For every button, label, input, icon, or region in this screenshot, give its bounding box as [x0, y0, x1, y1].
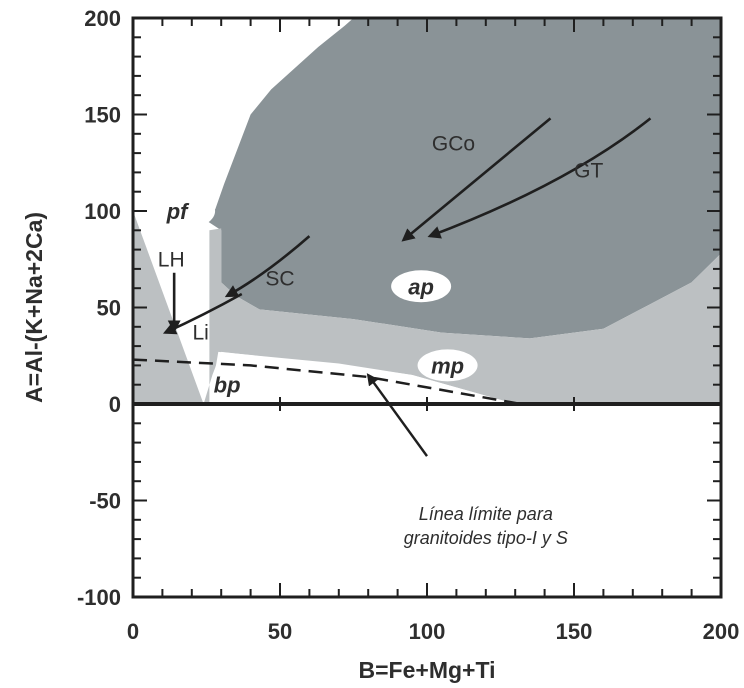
- region-mp-bubble: [417, 349, 478, 382]
- series-group: [162, 117, 652, 335]
- x-tick-labels: 0 50 100 150 200: [127, 619, 739, 644]
- y-tick-label: 150: [84, 103, 121, 128]
- series-label-gt: GT: [574, 159, 603, 182]
- series-label-gco: GCo: [432, 132, 475, 155]
- x-axis-title: B=Fe+Mg+Ti: [359, 657, 496, 683]
- annotation-line-1: Línea límite para: [419, 504, 553, 524]
- y-tick-label: 50: [97, 296, 121, 321]
- series-labels: GCo GT SC Li LH: [158, 132, 604, 344]
- x-tick-label: 150: [556, 619, 593, 644]
- region-labels: ap mp bp pf: [166, 199, 464, 398]
- x-tick-label: 0: [127, 619, 139, 644]
- regions: [133, 18, 722, 404]
- annotation-arrow: [366, 373, 428, 457]
- y-tick-label: 100: [84, 199, 121, 224]
- x-tick-label: 200: [703, 619, 740, 644]
- region-label-pf: pf: [166, 199, 190, 224]
- boundary-line: [132, 358, 522, 406]
- region-label-ap: ap: [408, 274, 434, 299]
- region-label-mp: mp: [431, 353, 464, 378]
- x-tick-label: 50: [268, 619, 292, 644]
- y-tick-label: -50: [89, 489, 121, 514]
- region-mp: [133, 211, 721, 404]
- annotation: Línea límite para granitoides tipo-I y S: [366, 373, 568, 548]
- series-label-li: Li: [192, 322, 208, 345]
- y-tick-label: -100: [77, 585, 121, 610]
- region-ap-bubble: [391, 270, 452, 303]
- y-tick-label: 0: [109, 392, 121, 417]
- region-pf: [139, 191, 216, 231]
- x-tick-label: 100: [409, 619, 446, 644]
- series-arrow-gco: [401, 117, 552, 242]
- y-axis-title: A=Al-(K+Na+2Ca): [21, 212, 47, 403]
- series-arrow-gt: [427, 117, 652, 239]
- series-label-sc: SC: [265, 268, 294, 291]
- plot-area: ap mp bp pf GCo GT SC Li LH Línea límite para gr…: [131, 16, 723, 599]
- series-arrow-sc: [224, 235, 311, 298]
- annotation-line-2: granitoides tipo-I y S: [404, 528, 568, 548]
- y-tick-label: 200: [84, 6, 121, 31]
- plot-frame: [131, 16, 723, 599]
- region-ap: [203, 18, 722, 339]
- series-label-lh: LH: [158, 248, 185, 271]
- boundary-line-group: [132, 358, 522, 406]
- region-bp: [209, 351, 516, 404]
- region-label-bp: bp: [214, 373, 241, 398]
- y-tick-labels: 200 150 100 50 0 -50 -100: [77, 6, 121, 610]
